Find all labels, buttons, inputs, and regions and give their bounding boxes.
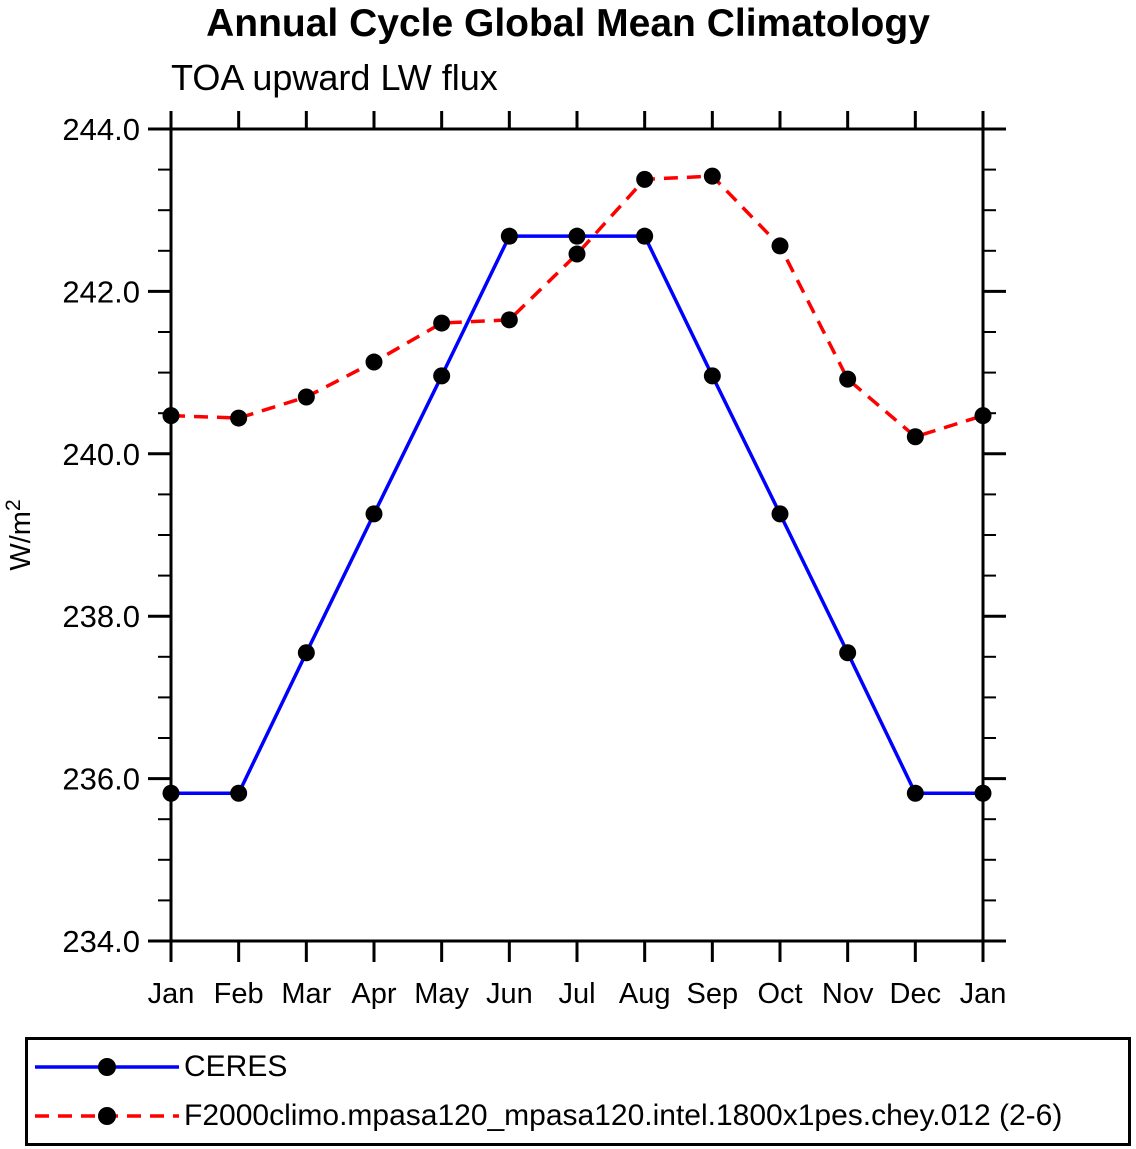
- y-axis-tick-label: 236.0: [62, 762, 140, 797]
- data-point-marker: [906, 784, 924, 802]
- legend-label-ceres: CERES: [184, 1050, 288, 1083]
- legend-label-model: F2000climo.mpasa120_mpasa120.intel.1800x…: [184, 1099, 1063, 1132]
- x-axis-tick-label: Aug: [619, 978, 671, 1010]
- data-point-marker: [297, 388, 315, 406]
- y-axis-title: W/m2: [2, 499, 37, 570]
- data-point-marker: [771, 505, 789, 523]
- y-axis-tick-label: 240.0: [62, 437, 140, 472]
- x-axis-tick-label: Apr: [351, 978, 396, 1010]
- data-point-marker: [500, 311, 518, 329]
- x-axis-tick-label: Jan: [148, 978, 195, 1010]
- legend-sample-marker: [98, 1107, 116, 1125]
- data-point-marker: [636, 227, 654, 245]
- data-point-marker: [771, 237, 789, 255]
- data-point-marker: [703, 367, 721, 385]
- x-axis-tick-label: Jan: [960, 978, 1007, 1010]
- legend: CERES F2000climo.mpasa120_mpasa120.intel…: [25, 1037, 1131, 1146]
- series-line-model: [170, 174, 984, 439]
- x-axis-tick-label: Mar: [281, 978, 331, 1010]
- chart-subtitle: TOA upward LW flux: [171, 57, 498, 98]
- legend-line-ceres-icon: [35, 1058, 179, 1076]
- y-axis-tick-label: 242.0: [62, 274, 140, 309]
- y-axis-tick-label: 238.0: [62, 599, 140, 634]
- x-axis-tick-label: Feb: [214, 978, 264, 1010]
- data-point-marker: [230, 784, 248, 802]
- legend-item-ceres: CERES: [33, 1045, 1128, 1090]
- data-point-marker: [568, 227, 586, 245]
- x-axis-tick-label: Oct: [757, 978, 802, 1010]
- data-point-marker: [162, 407, 180, 425]
- data-point-marker: [433, 314, 451, 332]
- chart-title: Annual Cycle Global Mean Climatology: [206, 2, 930, 45]
- legend-line-model-icon: [35, 1107, 179, 1125]
- x-axis-tick-label: Jul: [558, 978, 595, 1010]
- data-point-marker: [365, 505, 383, 523]
- data-point-marker: [162, 784, 180, 802]
- legend-item-model: F2000climo.mpasa120_mpasa120.intel.1800x…: [33, 1094, 1128, 1139]
- data-point-marker: [974, 784, 992, 802]
- x-axis-tick-label: Nov: [822, 978, 874, 1010]
- data-point-marker: [636, 170, 654, 188]
- series-line-ceres: [171, 234, 983, 795]
- data-point-marker: [906, 428, 924, 446]
- data-point-marker: [839, 644, 857, 662]
- data-point-marker: [974, 407, 992, 425]
- legend-sample-marker: [98, 1058, 116, 1076]
- x-axis-tick-label: Sep: [687, 978, 739, 1010]
- data-point-marker: [230, 409, 248, 427]
- data-point-marker: [433, 367, 451, 385]
- x-axis-tick-label: May: [414, 978, 469, 1010]
- data-point-marker: [500, 227, 518, 245]
- x-axis-tick-label: Dec: [890, 978, 942, 1010]
- data-point-marker: [297, 644, 315, 662]
- data-point-marker: [703, 167, 721, 185]
- data-point-marker: [365, 353, 383, 371]
- plot-area: Jan Feb Mar Apr May Jun Jul Aug Sep Oct Nov Dec Jan2…: [2, 111, 1007, 1010]
- x-axis-tick-label: Jun: [486, 978, 533, 1010]
- y-axis-tick-label: 234.0: [62, 924, 140, 959]
- data-point-marker: [568, 245, 586, 263]
- data-point-marker: [839, 370, 857, 388]
- y-axis-tick-label: 244.0: [62, 112, 140, 147]
